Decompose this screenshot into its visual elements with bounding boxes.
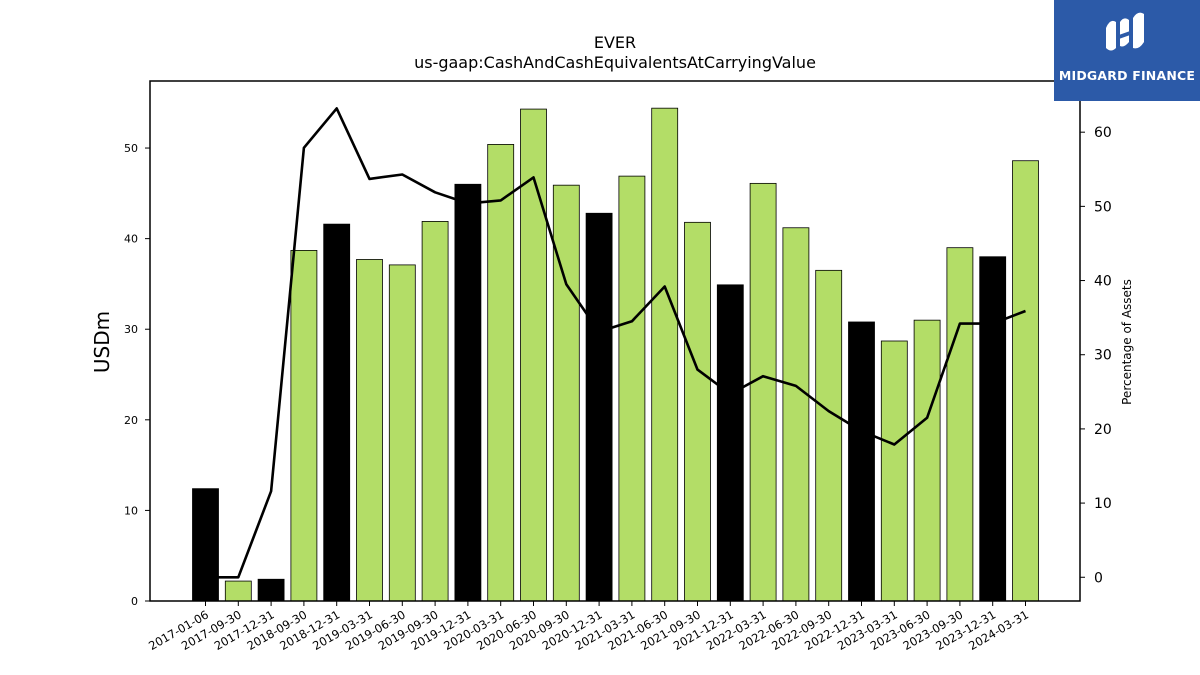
bar [323, 223, 351, 602]
bar [749, 182, 777, 602]
brand-logo: MIDGARD FINANCE [1054, 0, 1200, 101]
bar [487, 144, 515, 602]
line-series [205, 107, 1026, 579]
y-axis-label: USDm [90, 311, 114, 373]
bar [782, 227, 810, 602]
y2-tick-label: 20 [1094, 422, 1112, 438]
bar [224, 580, 252, 602]
y2-tick-label: 50 [1094, 199, 1112, 215]
bar [421, 221, 449, 602]
bar [848, 321, 875, 602]
y2-tick-label: 60 [1094, 125, 1112, 141]
brand-name: MIDGARD FINANCE [1058, 68, 1196, 83]
bar [552, 184, 580, 602]
bar [356, 259, 383, 602]
chart-title: EVER [594, 33, 636, 52]
y-tick-label: 10 [124, 504, 138, 517]
plot-frame [149, 80, 1081, 602]
y2-axis-label: Percentage of Assets [1120, 279, 1134, 405]
pct-assets-line [205, 107, 1026, 579]
bar [815, 269, 843, 602]
bar [585, 212, 613, 602]
bar [716, 284, 744, 602]
y-tick-label: 40 [124, 233, 138, 246]
bar [946, 247, 974, 602]
bar [880, 340, 908, 602]
bar [684, 221, 711, 602]
chart-subtitle: us-gaap:CashAndCashEquivalentsAtCarrying… [414, 53, 816, 72]
midgard-logo-icon [1106, 12, 1144, 51]
bar [651, 107, 679, 602]
bar [454, 183, 482, 602]
y-tick-label: 20 [124, 414, 138, 427]
y2-tick-label: 30 [1094, 348, 1112, 364]
bar [618, 175, 646, 602]
x-axis-ticks: 2017-01-062017-09-302017-12-312018-09-30… [146, 601, 1031, 653]
bar [192, 488, 219, 602]
y2-tick-label: 10 [1094, 496, 1112, 512]
y-tick-label: 30 [124, 323, 138, 336]
bar [257, 578, 285, 602]
bar [520, 108, 547, 602]
y2-tick-label: 0 [1094, 570, 1103, 586]
y-tick-label: 0 [131, 595, 138, 608]
bar [388, 264, 416, 602]
right-axis-ticks: 0 10 20 30 40 50 60 [1080, 125, 1112, 586]
y-tick-label: 50 [124, 142, 138, 155]
bar [979, 256, 1007, 602]
y2-tick-label: 40 [1094, 274, 1112, 290]
left-axis-ticks: 0 10 20 30 40 50 [124, 142, 150, 608]
bar [1012, 160, 1039, 602]
bar [290, 250, 318, 602]
bar [913, 319, 941, 602]
bar-series [192, 107, 1039, 602]
